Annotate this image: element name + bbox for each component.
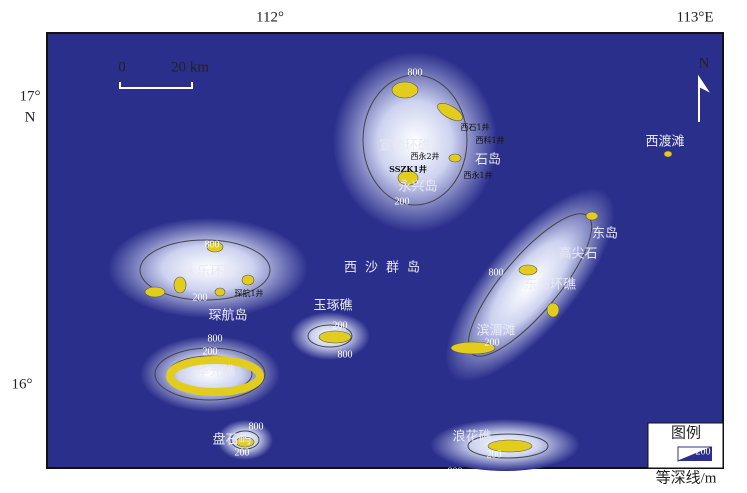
depth-labels: 800 (338, 349, 353, 360)
frame-top-labels: 113°E (676, 9, 713, 25)
depth-labels: 200 (487, 449, 502, 460)
wells: 西石1井 (460, 122, 489, 132)
depth-labels: 200 (203, 346, 218, 357)
wells: 西永2井 (410, 151, 439, 161)
features: 滨湄滩 (476, 323, 515, 339)
wells: 西永1井 (463, 170, 492, 180)
features: 石岛 (475, 152, 501, 168)
depth-labels: 800 (408, 67, 423, 78)
north-arrow (698, 74, 710, 122)
frame-top-labels: 112° (256, 9, 284, 25)
label: N (699, 55, 710, 71)
depth-labels: 800 (208, 333, 223, 344)
depth-labels: 800 (489, 267, 504, 278)
wells: 西科1井 (475, 135, 504, 145)
depth-labels: 200 (333, 320, 348, 331)
features: 宣德环礁 (379, 138, 431, 154)
wells: SSZK1井 (389, 164, 427, 174)
depth-labels: 200 (235, 447, 250, 458)
depth-labels: 200 (485, 337, 500, 348)
legend: 200 (696, 446, 711, 457)
label: 西沙群岛 (344, 260, 428, 276)
legend: 等深线/m (656, 468, 717, 486)
depth-labels: 800 (448, 466, 463, 477)
depth-labels: 200 (395, 196, 410, 207)
features: 东岛环礁 (524, 277, 576, 293)
features: 玉琢礁 (313, 298, 352, 314)
depth-labels: 800 (205, 239, 220, 250)
scale-bar: 20 km (171, 59, 209, 75)
features: 高尖石 (558, 246, 597, 262)
depth-labels: 200 (193, 292, 208, 303)
features: 华光礁 (196, 364, 235, 380)
legend (647, 422, 724, 469)
features: 永乐环礁 (184, 264, 236, 280)
legend: 图例 (671, 424, 701, 441)
scale-bar (119, 82, 193, 89)
features: 浪花礁 (452, 429, 491, 445)
reefs (144, 81, 673, 453)
features: 西渡滩 (645, 134, 684, 150)
frame-left-labels: N (25, 109, 36, 125)
features: 琛航岛 (208, 308, 247, 324)
frame-left-labels: 17° (20, 88, 41, 104)
features: 东岛 (592, 226, 618, 242)
depth-labels: 800 (249, 421, 264, 432)
features: 盘石屿 (212, 432, 251, 448)
features: 永兴岛 (398, 179, 437, 195)
frame-left-labels: 16° (12, 376, 33, 392)
scale-bar: 0 (118, 59, 126, 75)
wells: 琛航1井 (234, 288, 263, 298)
